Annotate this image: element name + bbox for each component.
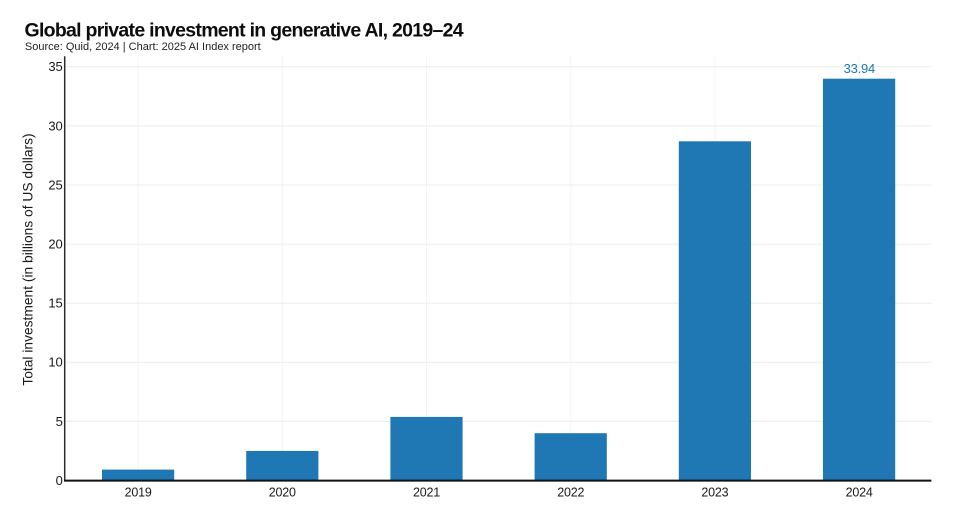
- svg-text:30: 30: [48, 118, 62, 133]
- svg-text:2021: 2021: [413, 486, 440, 500]
- svg-text:25: 25: [48, 177, 62, 192]
- svg-text:Total investment (in billions: Total investment (in billions of US doll…: [20, 133, 35, 385]
- svg-text:Global private investment in g: Global private investment in generative …: [25, 19, 464, 41]
- svg-text:10: 10: [48, 355, 62, 370]
- svg-text:33.94: 33.94: [844, 61, 875, 76]
- svg-text:35: 35: [48, 59, 62, 74]
- svg-text:15: 15: [48, 296, 62, 311]
- svg-text:Source: Quid, 2024 | Chart: 20: Source: Quid, 2024 | Chart: 2025 AI Inde…: [25, 41, 261, 53]
- svg-text:2023: 2023: [701, 486, 728, 500]
- svg-text:5: 5: [56, 414, 63, 429]
- svg-text:2020: 2020: [269, 486, 296, 500]
- svg-text:2019: 2019: [125, 486, 152, 500]
- svg-text:0: 0: [56, 473, 63, 488]
- svg-text:2022: 2022: [557, 486, 584, 500]
- svg-text:20: 20: [48, 237, 62, 252]
- svg-text:2024: 2024: [846, 486, 873, 500]
